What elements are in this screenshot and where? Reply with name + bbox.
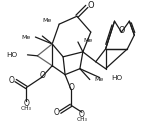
Text: Me: Me	[83, 39, 92, 43]
Text: O: O	[69, 83, 75, 92]
Text: HO: HO	[6, 52, 18, 58]
Text: O: O	[9, 76, 15, 85]
Text: O: O	[53, 108, 59, 117]
Text: HO: HO	[112, 75, 123, 81]
Text: O: O	[24, 99, 29, 108]
Text: Me: Me	[42, 18, 51, 23]
Text: Me: Me	[95, 77, 104, 82]
Text: O: O	[79, 110, 85, 119]
Text: O: O	[88, 1, 94, 10]
Text: CH₃: CH₃	[21, 106, 32, 111]
Text: O: O	[39, 71, 45, 80]
Text: O: O	[118, 26, 125, 35]
Text: CH₃: CH₃	[76, 117, 87, 122]
Text: Me: Me	[21, 35, 30, 40]
